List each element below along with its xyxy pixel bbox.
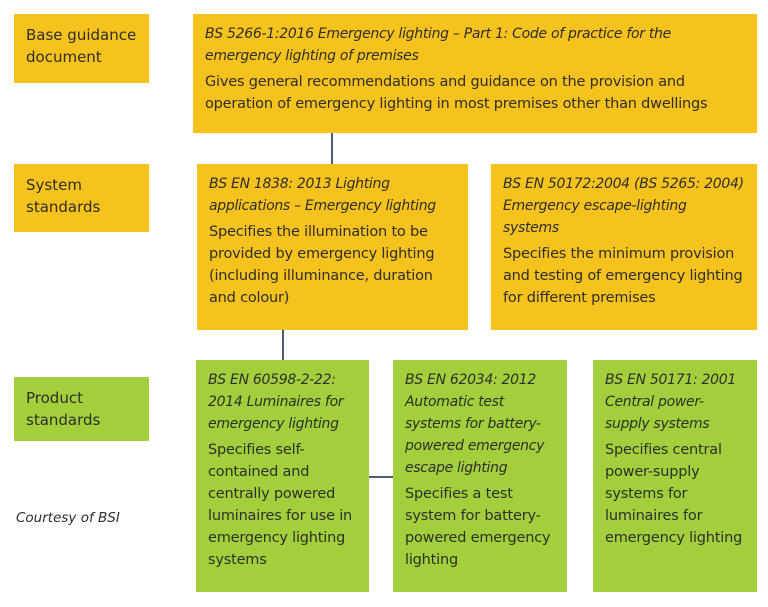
node-description: Specifies a test system for battery-powe… bbox=[405, 486, 551, 568]
node-title: BS EN 60598-2-22: 2014 Luminaires for em… bbox=[208, 372, 344, 432]
node-title: BS EN 50171: 2001 Central power-supply s… bbox=[605, 372, 736, 432]
node-description: Specifies the illumination to be provide… bbox=[209, 224, 435, 306]
node: BS EN 50172:2004 (BS 5265: 2004) Emergen… bbox=[491, 164, 757, 330]
row-label: Base guidance document bbox=[14, 14, 149, 83]
node: BS EN 1838: 2013 Lighting applications –… bbox=[197, 164, 468, 330]
node: BS EN 50171: 2001 Central power-supply s… bbox=[593, 360, 757, 592]
credit: Courtesy of BSI bbox=[16, 510, 120, 526]
node: BS EN 60598-2-22: 2014 Luminaires for em… bbox=[196, 360, 369, 592]
node-title: BS 5266-1:2016 Emergency lighting – Part… bbox=[205, 26, 671, 64]
node-description: Specifies self-contained and centrally p… bbox=[208, 442, 353, 568]
node-description: Specifies the minimum provision and test… bbox=[503, 246, 743, 306]
node-title: BS EN 50172:2004 (BS 5265: 2004) Emergen… bbox=[503, 176, 744, 236]
row-label: System standards bbox=[14, 164, 149, 232]
node-description: Specifies central power-supply systems f… bbox=[605, 442, 743, 546]
node-description: Gives general recommendations and guidan… bbox=[205, 74, 708, 112]
node: BS EN 62034: 2012 Automatic test systems… bbox=[393, 360, 567, 592]
row-label: Product standards bbox=[14, 377, 149, 441]
node: BS 5266-1:2016 Emergency lighting – Part… bbox=[193, 14, 757, 133]
node-title: BS EN 1838: 2013 Lighting applications –… bbox=[209, 176, 436, 214]
node-title: BS EN 62034: 2012 Automatic test systems… bbox=[405, 372, 545, 476]
